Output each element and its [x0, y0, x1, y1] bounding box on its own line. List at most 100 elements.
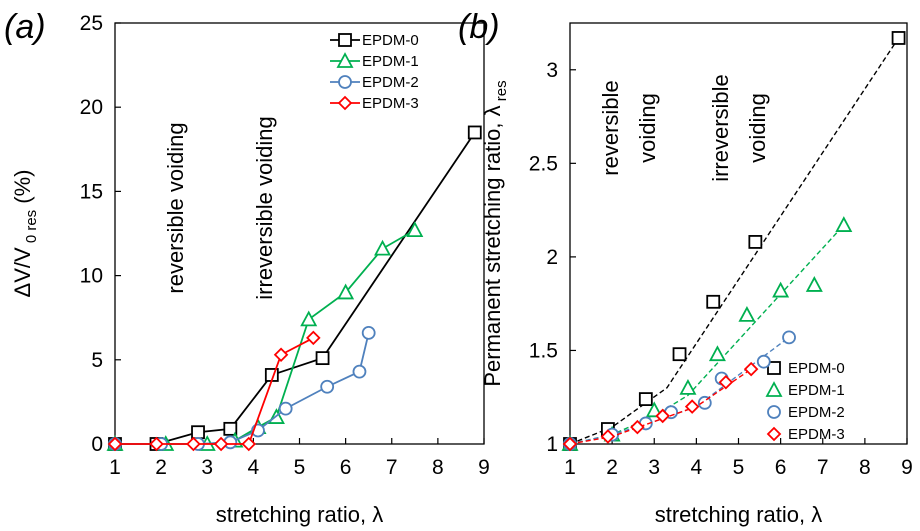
data-point [805, 276, 823, 292]
data-point [718, 374, 734, 390]
data-point [186, 436, 201, 452]
data-point [638, 392, 653, 406]
data-point [241, 436, 257, 452]
y-axis-label: Permanent stretching ratio, λ res [480, 80, 510, 386]
data-point [708, 345, 726, 362]
y-tick-label: 2.5 [529, 152, 558, 175]
data-point [223, 421, 238, 436]
y-tick-label: 0 [91, 433, 103, 456]
data-point [315, 351, 330, 366]
data-point [361, 325, 376, 340]
x-tick-label: 2 [155, 456, 167, 479]
data-point [891, 31, 906, 45]
legend-label: EPDM-1 [362, 53, 419, 70]
x-axis-label: stretching ratio, λ [655, 502, 823, 527]
x-tick-label: 9 [901, 456, 913, 479]
y-tick-label: 2 [546, 246, 558, 269]
annotation-text: reversible voiding [163, 122, 188, 293]
legend-entry: EPDM-1 [765, 381, 845, 399]
y-tick-label: 20 [80, 96, 103, 119]
data-point [337, 283, 355, 300]
data-point [748, 235, 763, 249]
legend-marker [767, 361, 781, 375]
data-point [149, 436, 164, 452]
data-point [406, 221, 424, 238]
fit-line [569, 37, 900, 445]
data-point [467, 125, 482, 140]
legend-label: EPDM-1 [788, 382, 845, 399]
data-point [374, 239, 392, 256]
annotation-text: voiding [635, 93, 660, 163]
data-point [738, 305, 756, 322]
x-tick-label: 8 [859, 456, 871, 479]
y-axis-label: ΔV/V 0 res (%) [10, 170, 40, 298]
y-tick-label: 10 [80, 265, 103, 288]
data-point [835, 216, 853, 232]
x-tick-label: 4 [691, 456, 703, 479]
data-point [273, 347, 289, 363]
legend-label: EPDM-0 [788, 360, 845, 377]
y-tick-label: 3 [546, 59, 558, 82]
legend-entry: EPDM-0 [767, 360, 845, 377]
legend-marker [336, 52, 354, 68]
data-point [630, 419, 645, 435]
legend-entry: EPDM-1 [330, 52, 419, 70]
annotation-text: voiding [745, 93, 770, 163]
data-point [679, 378, 697, 395]
data-point [107, 436, 123, 452]
x-tick-label: 9 [478, 456, 490, 479]
series-epdm-3 [562, 361, 759, 452]
legend-entry: EPDM-2 [330, 74, 419, 91]
legend-label: EPDM-3 [362, 95, 419, 112]
annotation-text: reversible [598, 80, 623, 175]
legend-label: EPDM-0 [362, 32, 419, 49]
y-axis-label-main: Permanent stretching ratio, λ [480, 105, 505, 386]
annotation-text: irreversible voiding [252, 116, 277, 299]
data-point [645, 401, 663, 418]
x-tick-label: 5 [733, 456, 745, 479]
y-axis-label-main: ΔV/V [10, 247, 35, 297]
legend-marker [766, 426, 782, 442]
x-tick-label: 5 [294, 456, 306, 479]
x-tick-label: 1 [109, 456, 121, 479]
legend-marker [765, 381, 783, 397]
x-tick-label: 6 [340, 456, 352, 479]
legend-label: EPDM-2 [362, 74, 419, 91]
chart-panel-a: 1 2 3 4 5 6 7 8 9 0 5 10 15 20 25 stretching ratio, λ ΔV… [4, 8, 490, 527]
legend-entry: EPDM-3 [330, 95, 419, 112]
x-tick-label: 6 [775, 456, 787, 479]
x-tick-label: 3 [201, 456, 213, 479]
x-tick-label: 8 [432, 456, 444, 479]
data-point [600, 429, 616, 444]
annotation-text: irreversible [708, 74, 733, 182]
data-point [672, 347, 687, 362]
legend-marker [338, 75, 352, 89]
y-tick-label: 5 [91, 349, 103, 372]
fit-line [569, 368, 752, 445]
legend-label: EPDM-2 [788, 404, 845, 421]
x-tick-label: 7 [817, 456, 829, 479]
series-epdm-2 [108, 325, 376, 451]
legend-entry: EPDM-3 [766, 426, 845, 443]
data-point [306, 330, 321, 346]
x-tick-label: 2 [606, 456, 618, 479]
data-point [655, 408, 670, 424]
data-point [756, 354, 771, 369]
data-point [320, 379, 335, 394]
legend-marker [337, 95, 353, 111]
panel-label: (b) [458, 8, 500, 46]
data-point [300, 310, 318, 327]
data-point [743, 361, 759, 377]
data-point [782, 330, 796, 345]
panel-label: (a) [4, 8, 46, 46]
x-tick-label: 1 [564, 456, 576, 479]
data-point [772, 281, 790, 298]
y-axis-label-unit: (%) [10, 170, 35, 210]
x-tick-label: 3 [648, 456, 660, 479]
legend-label: EPDM-3 [788, 426, 845, 443]
legend-marker [767, 405, 781, 419]
y-axis-label-subscript: res [493, 80, 510, 105]
legend-marker [338, 33, 352, 47]
data-point [278, 401, 293, 416]
